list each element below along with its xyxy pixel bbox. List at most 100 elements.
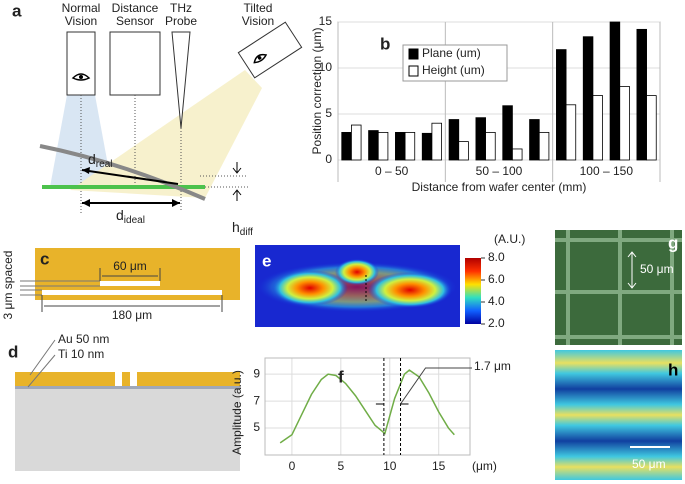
legend-swatch (408, 65, 419, 77)
d-ideal-label: dideal (116, 207, 145, 226)
layer-label: Au 50 nm (58, 332, 109, 346)
sub: ideal (124, 215, 145, 226)
sym: d (88, 151, 96, 167)
dim-60 (99, 268, 161, 281)
legend-swatch (408, 48, 419, 60)
y-axis-label: Amplitude (a.u.) (230, 370, 244, 455)
eye-pupil (79, 75, 83, 79)
x-axis-label: Distance from wafer center (mm) (412, 180, 587, 194)
bar (485, 131, 496, 161)
y-tick-label: 0 (325, 152, 332, 166)
dim-180 (41, 295, 223, 312)
thz-image (555, 350, 682, 480)
bar (636, 28, 647, 161)
dim-label: 180 μm (112, 308, 152, 322)
panel-g: g 50 μm (555, 230, 682, 345)
bar (529, 119, 540, 161)
bar (592, 95, 603, 161)
y-axis-label: Position correction (μm) (310, 28, 324, 155)
panel-a: a Normal Vision Distance Sensor THz Prob… (12, 1, 303, 238)
bar (377, 131, 389, 161)
x-tick-label: 15 (432, 459, 446, 473)
panel-label: b (380, 34, 390, 53)
panel-c: c 60 μm 180 μm 3 μm spaced (1, 248, 240, 322)
spacing-lines (20, 280, 100, 296)
tilted-vision-box (237, 21, 303, 79)
bar (475, 117, 486, 161)
colorbar-tick-label: 4.0 (488, 294, 505, 308)
x-tick-label: 5 (337, 459, 344, 473)
bar (646, 95, 657, 161)
y-tick-label: 7 (253, 393, 260, 407)
colorbar (465, 258, 481, 324)
bar (458, 141, 469, 161)
h-diff-arrows (232, 162, 242, 201)
bar (368, 130, 379, 161)
bar (609, 21, 621, 161)
eye-icon (71, 73, 91, 81)
label: Probe (165, 14, 197, 28)
y-tick-label: 5 (253, 420, 260, 434)
bar (512, 148, 523, 161)
slot-short (100, 281, 160, 286)
bar (431, 122, 442, 161)
panel-h: h 50 μm (555, 350, 682, 480)
ti-layer (15, 386, 240, 389)
bar (582, 36, 594, 161)
thz-probe (171, 31, 191, 129)
bar (502, 105, 513, 161)
panel-label: h (668, 360, 678, 379)
heat-blob (368, 272, 452, 308)
x-tick-label: 0 (289, 459, 296, 473)
x-group-label: 0 – 50 (375, 164, 409, 178)
bar (404, 131, 416, 161)
h-diff-label: hdiff (232, 219, 253, 238)
sub: diff (240, 227, 253, 238)
real-wafer (39, 144, 206, 201)
normal-vision-box (66, 31, 96, 96)
panel-d: d Au 50 nm Ti 10 nm (8, 332, 240, 471)
panel-label: d (8, 342, 18, 361)
label: Tilted (244, 1, 273, 15)
panel-e: e (A.U.) (255, 232, 525, 327)
scale-arrow (627, 251, 637, 289)
y-tick-label: 10 (319, 60, 333, 74)
scale-label: 50 μm (632, 457, 666, 471)
annotation: 1.7 μm (474, 359, 511, 373)
colorbar-title: (A.U.) (494, 232, 525, 246)
bar (395, 131, 406, 161)
spacing-label: 3 μm spaced (1, 251, 15, 320)
slot-long (42, 290, 222, 295)
label: THz (170, 1, 192, 15)
panel-label: g (668, 233, 678, 252)
label: Vision (65, 14, 97, 28)
label: Normal (62, 1, 101, 15)
colorbar-tick-label: 8.0 (488, 250, 505, 264)
x-axis-label: (μm) (472, 459, 497, 473)
layer-label: Ti 10 nm (58, 347, 104, 361)
y-tick-label: 9 (253, 366, 260, 380)
sub: real (96, 159, 113, 170)
leader (27, 339, 56, 388)
au-layer (137, 372, 240, 386)
distance-sensor-box (109, 31, 161, 96)
bar (538, 131, 550, 161)
au-layer (122, 372, 130, 386)
annotation-leader (400, 367, 472, 405)
legend-label: Plane (um) (422, 46, 481, 60)
y-tick-label: 5 (325, 106, 332, 120)
legend-label: Height (um) (422, 63, 485, 77)
label: Distance (112, 1, 159, 15)
bar (619, 86, 630, 161)
line-series (279, 369, 455, 444)
arrowhead (82, 167, 90, 174)
y-tick-label: 15 (319, 14, 333, 28)
x-group-label: 50 – 100 (476, 164, 523, 178)
d-real-label: dreal (88, 151, 112, 170)
legend (402, 44, 508, 82)
bar (351, 124, 362, 161)
d-real-arrow (81, 169, 179, 185)
panel-label: c (40, 249, 49, 268)
bar (565, 104, 577, 161)
